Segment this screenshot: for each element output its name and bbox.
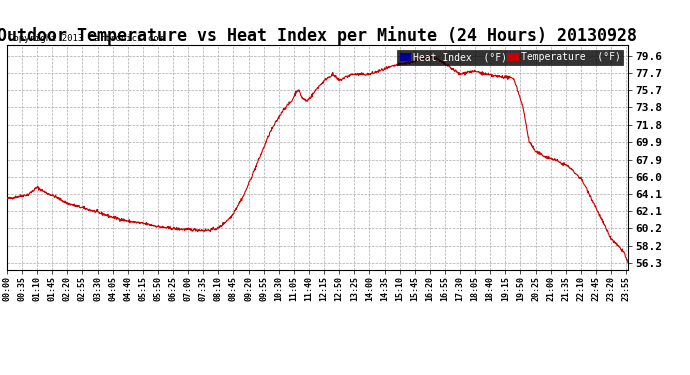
- Legend: Heat Index  (°F), Temperature  (°F): Heat Index (°F), Temperature (°F): [397, 50, 623, 65]
- Text: Copyright 2013 Cartronics.com: Copyright 2013 Cartronics.com: [8, 34, 164, 43]
- Title: Outdoor Temperature vs Heat Index per Minute (24 Hours) 20130928: Outdoor Temperature vs Heat Index per Mi…: [0, 26, 638, 45]
